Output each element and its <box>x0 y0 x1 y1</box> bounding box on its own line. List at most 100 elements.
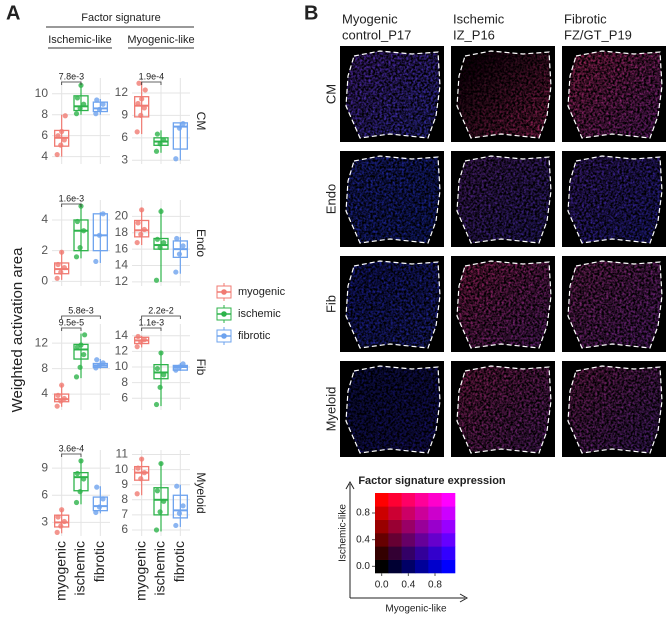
colormap-xlabel: Myogenic-like <box>385 604 447 615</box>
point <box>82 332 88 338</box>
point <box>174 235 180 242</box>
point <box>141 337 147 343</box>
y-tick-label: 0.4 <box>356 534 370 545</box>
x-tick-label: ischemic <box>72 541 88 595</box>
point <box>55 514 61 520</box>
colormap-cell <box>441 519 456 534</box>
p-value: 1.9e-4 <box>139 71 165 81</box>
point <box>73 499 80 506</box>
colormap-cell <box>428 493 442 507</box>
tissue-outline <box>345 155 441 244</box>
y-tick-label: 3 <box>121 152 128 166</box>
x-tick-label: 0.0 <box>375 580 389 591</box>
point <box>134 491 140 497</box>
box <box>172 122 188 150</box>
y-tick-label: 8 <box>41 361 48 375</box>
point <box>138 231 144 237</box>
point <box>96 106 103 113</box>
point <box>180 503 186 509</box>
axis-arrow <box>350 593 469 603</box>
point <box>96 504 103 510</box>
point <box>54 151 60 158</box>
colormap-cell <box>415 506 429 520</box>
p-value: 3.6e-4 <box>59 443 85 453</box>
colormap-cell <box>388 506 402 520</box>
column-title: FZ/GT_P19 <box>564 27 632 42</box>
point <box>77 245 83 251</box>
p-value: 1.1e-3 <box>139 317 165 327</box>
column-title: Myogenic <box>342 11 398 26</box>
point <box>139 96 145 102</box>
point <box>59 507 65 513</box>
y-tick-label: 6 <box>41 128 48 142</box>
panel-letter: B <box>304 2 318 24</box>
y-tick-label: 8 <box>121 492 128 506</box>
bracket <box>61 453 82 457</box>
tissue <box>568 156 662 243</box>
colormap-cell <box>401 493 416 507</box>
point <box>94 357 100 363</box>
point <box>59 249 65 255</box>
point <box>142 87 148 93</box>
point <box>59 128 65 135</box>
point <box>154 131 160 137</box>
colormap-cell <box>375 546 389 560</box>
point <box>78 458 84 464</box>
legend-point <box>221 311 227 317</box>
point <box>138 112 144 118</box>
point <box>54 403 60 409</box>
y-tick-label: 12 <box>115 274 129 288</box>
tissue <box>568 51 662 138</box>
y-tick-label: 8 <box>41 107 48 121</box>
y-tick-label: 4 <box>41 386 48 400</box>
tissue <box>457 366 551 453</box>
point <box>154 365 160 372</box>
colormap-cell <box>375 506 389 520</box>
point <box>58 269 64 275</box>
tissue-outline <box>567 50 663 139</box>
point <box>93 509 99 516</box>
row-label: Fib <box>323 295 338 313</box>
colormap-cell <box>428 546 442 560</box>
point <box>77 105 83 112</box>
colormap-cell <box>401 506 416 520</box>
y-tick-label: 6 <box>121 522 128 536</box>
colormap-cell <box>441 546 456 560</box>
point <box>78 342 84 348</box>
tissue-outline <box>345 260 441 349</box>
point <box>135 220 141 226</box>
point <box>173 522 179 529</box>
point <box>141 226 147 233</box>
tissue-outline <box>567 260 663 349</box>
row-label: CM <box>194 112 208 131</box>
colormap-title: Factor signature expression <box>358 475 506 487</box>
colormap-cell <box>401 519 416 534</box>
colormap-cell <box>388 559 402 574</box>
point <box>173 269 179 275</box>
y-tick-label: 14 <box>115 258 129 272</box>
point <box>73 111 80 117</box>
y-tick-label: 10 <box>35 86 49 100</box>
y-tick-label: 6 <box>41 487 48 501</box>
y-tick-label: 8 <box>121 375 128 389</box>
y-tick-label: 14 <box>115 328 129 342</box>
point <box>161 137 167 143</box>
y-tick-label: 16 <box>115 241 129 255</box>
y-tick-label: 7 <box>121 507 128 521</box>
box <box>73 219 89 252</box>
point <box>154 488 160 494</box>
y-tick-label: 6 <box>121 130 128 144</box>
legend-label: ischemic <box>238 308 281 320</box>
colormap-cell <box>441 533 456 547</box>
point <box>135 100 141 107</box>
colormap-cell <box>375 493 389 507</box>
point <box>176 510 183 516</box>
colormap-cell <box>401 533 416 547</box>
point <box>93 258 99 265</box>
point <box>138 476 144 482</box>
point <box>139 456 145 462</box>
p-value: 9.5e-5 <box>59 317 85 327</box>
column-title: Ischemic <box>453 11 505 26</box>
y-tick-label: 10 <box>115 359 129 373</box>
